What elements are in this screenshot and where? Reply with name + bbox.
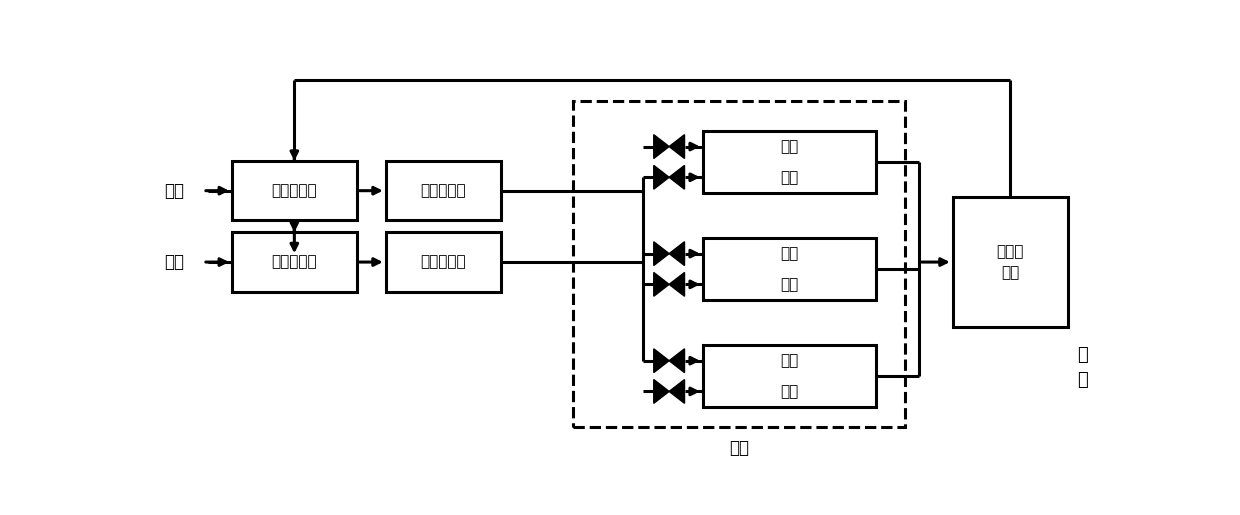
Text: 燃料重整器: 燃料重整器 [272,183,317,198]
Text: 燃料: 燃料 [165,182,185,200]
Polygon shape [653,272,670,296]
Text: 空气: 空气 [165,253,185,271]
FancyBboxPatch shape [952,197,1068,328]
Polygon shape [670,349,684,372]
FancyBboxPatch shape [386,232,501,292]
Text: 阳极: 阳极 [780,170,799,185]
Text: 阴极: 阴极 [780,246,799,261]
Polygon shape [670,165,684,189]
Polygon shape [670,272,684,296]
FancyBboxPatch shape [703,238,875,300]
Text: 阴极: 阴极 [780,139,799,154]
Polygon shape [670,134,684,159]
Polygon shape [670,380,684,403]
FancyBboxPatch shape [703,346,875,407]
Text: 阳极: 阳极 [780,277,799,292]
Text: 电堆: 电堆 [729,439,749,457]
FancyBboxPatch shape [232,161,357,220]
Polygon shape [670,242,684,266]
Text: 第二加热器: 第二加热器 [420,254,466,269]
Text: 阳极: 阳极 [780,384,799,399]
Text: 空气加热器: 空气加热器 [272,254,317,269]
Text: 尾气燃
烧器: 尾气燃 烧器 [997,244,1024,280]
Text: 阴极: 阴极 [780,353,799,368]
Polygon shape [653,134,670,159]
Polygon shape [653,380,670,403]
Polygon shape [653,242,670,266]
Text: 第一加热器: 第一加热器 [420,183,466,198]
FancyBboxPatch shape [386,161,501,220]
Polygon shape [653,165,670,189]
Polygon shape [653,349,670,372]
FancyBboxPatch shape [232,232,357,292]
FancyBboxPatch shape [703,131,875,193]
Text: 尾
气: 尾 气 [1078,346,1087,389]
